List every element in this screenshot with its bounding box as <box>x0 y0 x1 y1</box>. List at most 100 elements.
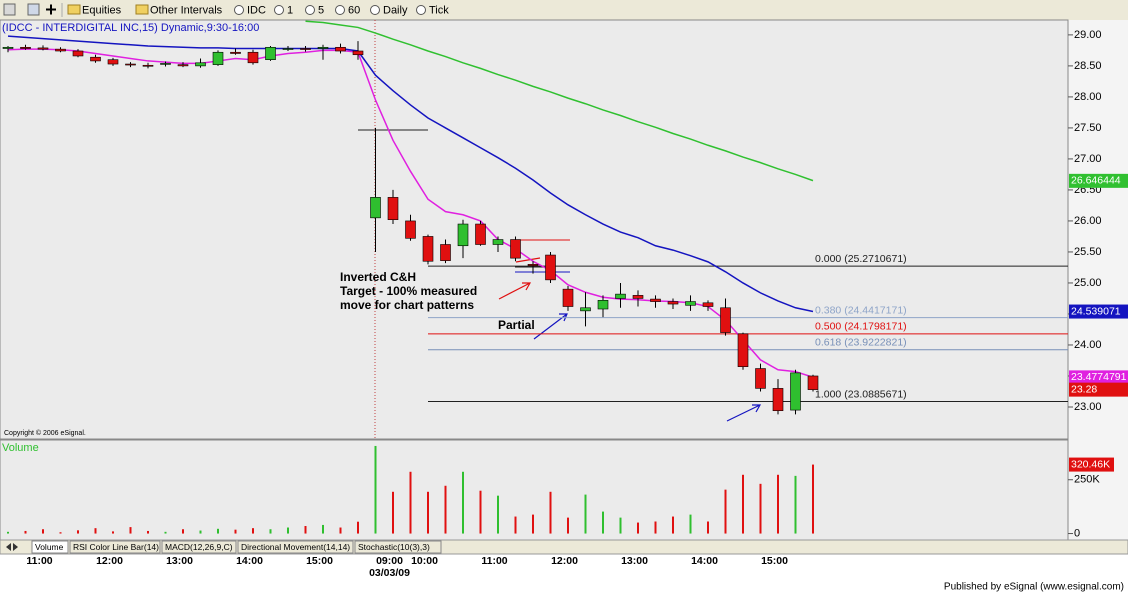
y-tick-label: 0 <box>1074 527 1080 539</box>
last-value-box <box>1069 457 1114 472</box>
y-tick-label: 29.00 <box>1074 29 1102 41</box>
footer-bg <box>0 580 1128 594</box>
radio[interactable] <box>305 5 315 15</box>
candle-body <box>20 46 31 49</box>
y-tick-label: 27.50 <box>1074 122 1102 134</box>
date-label: 03/03/09 <box>369 567 410 579</box>
candle-body <box>720 307 731 333</box>
y-tick-label: 25.00 <box>1074 277 1102 289</box>
last-value-label: 23.28 <box>1071 383 1097 395</box>
tab-label[interactable]: RSI Color Line Bar(14) <box>73 542 159 552</box>
last-value-label: 23.4774791 <box>1071 371 1127 383</box>
moving-average <box>7 48 814 378</box>
radio[interactable] <box>370 5 380 15</box>
candle-body <box>352 50 364 56</box>
x-tick-label: 13:00 <box>166 555 193 567</box>
moving-average <box>7 35 814 313</box>
tool-icon[interactable] <box>46 4 56 15</box>
toolbar-item[interactable]: 60 <box>348 4 360 16</box>
last-value-label: 24.539071 <box>1071 305 1121 317</box>
copyright: Copyright © 2006 eSignal. <box>4 429 86 437</box>
fib-label: 0.500 (24.1798171) <box>815 321 907 333</box>
last-value-box <box>1069 173 1128 188</box>
radio[interactable] <box>234 5 244 15</box>
radio[interactable] <box>416 5 426 15</box>
fib-label: 0.618 (23.9222821) <box>815 337 907 349</box>
candle-body <box>247 51 259 64</box>
annotation: move for chart patterns <box>340 298 474 312</box>
arrows <box>498 257 762 422</box>
candle-body <box>527 264 539 266</box>
candle-body <box>650 298 661 302</box>
y-tick-label: 23.00 <box>1074 401 1102 413</box>
candle-body <box>282 48 294 50</box>
tab[interactable] <box>237 540 354 554</box>
toolbar-item[interactable]: 1 <box>287 4 293 16</box>
radio[interactable] <box>335 5 345 15</box>
tab-label[interactable]: Directional Movement(14,14) <box>241 542 350 552</box>
candle-body <box>510 239 521 259</box>
volume-title: Volume <box>2 442 39 454</box>
folder-icon[interactable] <box>135 4 149 15</box>
tab[interactable] <box>31 540 69 554</box>
tab-scroll[interactable] <box>6 543 18 551</box>
candle-body <box>387 197 399 220</box>
folder-icon[interactable] <box>67 4 81 15</box>
fib-label: 0.380 (24.4417171) <box>815 304 907 316</box>
candle-body <box>142 64 154 67</box>
candle-body <box>107 59 119 65</box>
candle-body <box>300 48 311 50</box>
candle-body <box>492 239 504 245</box>
candle-body <box>615 293 626 299</box>
fib-label: 1.000 (23.0885671) <box>815 388 907 400</box>
last-value-label: 26.646444 <box>1071 175 1121 187</box>
x-tick-label: 13:00 <box>621 555 648 567</box>
candle-body <box>55 48 66 52</box>
tool-icon[interactable] <box>3 3 16 16</box>
tab-label[interactable]: Stochastic(10(3),3) <box>358 542 430 552</box>
y-tick-label: 28.50 <box>1074 60 1102 72</box>
toolbar-item[interactable]: 5 <box>318 4 324 16</box>
candle-body <box>335 46 346 52</box>
tab-label[interactable]: Volume <box>35 542 64 552</box>
arrow <box>726 404 762 422</box>
tabs: Volume RSI Color Line Bar(14) MACD(12,26,9… <box>31 540 442 554</box>
tab[interactable] <box>354 540 442 554</box>
radio[interactable] <box>274 5 284 15</box>
x-tick-label: 12:00 <box>551 555 578 567</box>
toolbar-item[interactable]: Daily <box>383 4 408 16</box>
chart-title: (IDCC - INTERDIGITAL INC,15) Dynamic,9:3… <box>2 22 259 34</box>
toolbar-item[interactable]: IDC <box>247 4 266 16</box>
candle-body <box>230 51 241 54</box>
candle-body <box>212 51 224 65</box>
tool-icon[interactable] <box>27 3 40 16</box>
candle-body <box>125 63 136 66</box>
candle-body <box>2 46 14 49</box>
arrow <box>533 313 568 340</box>
candle-body <box>370 197 381 219</box>
y-tick-label: 28.00 <box>1074 91 1102 103</box>
y-tick-label: 25.50 <box>1074 246 1102 258</box>
fib-label: 0.000 (25.2710671) <box>815 253 907 265</box>
candle-body <box>737 333 749 367</box>
x-tick-label: 14:00 <box>691 555 718 567</box>
candle-body <box>422 236 434 262</box>
toolbar-item[interactable]: Equities <box>82 4 122 16</box>
candle-body <box>37 47 49 50</box>
candle-body <box>545 254 556 281</box>
candle-body <box>160 63 171 65</box>
tab-label[interactable]: MACD(12,26,9,C) <box>165 542 233 552</box>
x-tick-label: 11:00 <box>26 555 52 567</box>
candle-body <box>562 288 574 307</box>
candle-body <box>195 62 206 67</box>
annotation: Partial <box>498 318 535 332</box>
toolbar-item[interactable]: Tick <box>429 4 449 16</box>
toolbar-item[interactable]: Other Intervals <box>150 4 223 16</box>
tab[interactable] <box>69 540 161 554</box>
candle-body <box>475 223 486 245</box>
candle-body <box>405 220 416 239</box>
candle-body <box>72 50 84 57</box>
x-tick-label: 11:00 <box>481 555 507 567</box>
y-tick-label: 26.00 <box>1074 215 1102 227</box>
tab[interactable] <box>161 540 237 554</box>
